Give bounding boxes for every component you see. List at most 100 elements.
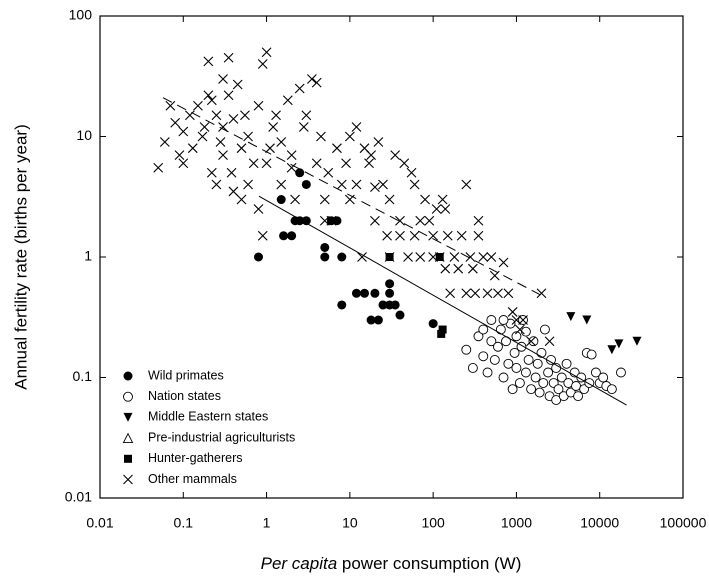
x-tick-label: 100 (421, 515, 445, 531)
point (287, 231, 297, 241)
point (415, 252, 426, 262)
point (184, 110, 195, 121)
point (203, 90, 214, 101)
point (526, 336, 536, 347)
point (257, 59, 268, 69)
point (261, 47, 272, 58)
point (534, 387, 545, 398)
point (248, 158, 259, 169)
point (509, 347, 520, 358)
point (461, 344, 472, 355)
point (294, 83, 305, 94)
point (360, 288, 370, 298)
point (344, 194, 355, 205)
point (489, 354, 500, 365)
point (536, 347, 547, 358)
point (493, 288, 503, 299)
point (211, 110, 222, 121)
point (482, 288, 493, 299)
point (351, 122, 362, 132)
point (178, 126, 189, 137)
point (440, 263, 451, 274)
point (253, 100, 264, 111)
legend-label: Wild primates (148, 368, 224, 382)
point (473, 215, 484, 226)
point (385, 288, 395, 298)
point (465, 252, 476, 262)
point (538, 378, 549, 388)
point (320, 242, 330, 252)
point (206, 95, 217, 106)
point (279, 231, 289, 241)
point (320, 252, 330, 262)
point (482, 367, 493, 378)
point (370, 288, 380, 298)
point (373, 137, 384, 147)
point (449, 252, 460, 262)
point (301, 216, 311, 226)
point (268, 122, 279, 132)
point (197, 131, 208, 142)
point (261, 158, 272, 169)
point (526, 384, 537, 395)
point (598, 372, 609, 383)
point (518, 315, 528, 325)
point (438, 325, 447, 334)
point (428, 230, 439, 241)
point (530, 372, 541, 383)
point (187, 143, 198, 154)
legend-marker (123, 391, 133, 402)
point (551, 395, 562, 405)
point (576, 372, 587, 383)
point (265, 143, 275, 154)
point (440, 204, 451, 214)
legend-marker (124, 454, 132, 463)
point (170, 117, 181, 128)
point (301, 110, 312, 121)
point (306, 74, 317, 84)
point (470, 288, 481, 299)
point (257, 230, 268, 241)
legend-label: Other mammals (148, 472, 237, 486)
point (473, 331, 484, 342)
point (507, 307, 518, 317)
point (243, 179, 253, 190)
point (395, 310, 405, 320)
point (467, 363, 478, 373)
point (253, 204, 264, 214)
point (395, 215, 405, 226)
point (539, 324, 550, 335)
point (206, 167, 217, 178)
point (431, 204, 442, 214)
point (478, 324, 489, 335)
legend-marker (122, 432, 134, 444)
point (323, 167, 334, 178)
y-tick-label: 0.01 (65, 489, 92, 505)
point (223, 52, 234, 63)
legend: Wild primates Nation states Middle Eastern… (122, 368, 295, 486)
point (543, 367, 554, 378)
point (344, 131, 355, 142)
point (178, 158, 189, 169)
point (351, 288, 361, 298)
point (243, 131, 253, 142)
point (337, 252, 347, 262)
point (290, 194, 300, 205)
point (503, 288, 514, 299)
point (282, 95, 293, 106)
point (456, 230, 467, 241)
legend-label: Pre-industrial agriculturists (148, 430, 295, 444)
point (403, 252, 413, 262)
point (232, 79, 243, 90)
point (590, 367, 601, 378)
point (366, 150, 377, 161)
point (271, 110, 281, 121)
point (228, 114, 239, 124)
point (286, 150, 297, 161)
point (211, 179, 222, 190)
point (532, 358, 543, 369)
point (498, 372, 509, 383)
x-tick-label: 1000 (501, 515, 532, 531)
point (424, 215, 435, 226)
point (434, 252, 445, 262)
